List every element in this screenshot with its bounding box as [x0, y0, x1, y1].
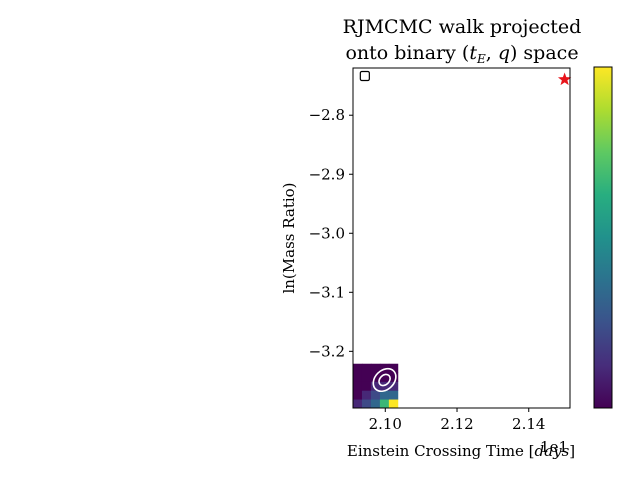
heatmap-cell [370, 399, 381, 408]
heatmap-cell [361, 381, 372, 391]
x-tick-label: 2.10 [369, 415, 402, 433]
heatmap-cell [388, 363, 399, 373]
y-tick-label: −2.8 [309, 106, 345, 124]
title-t: t [469, 42, 477, 64]
heatmap-cell [353, 372, 363, 382]
heatmap-cell [379, 399, 390, 408]
xlabel-suffix: ] [569, 442, 575, 460]
square-marker [359, 70, 370, 82]
heatmap-cell [353, 390, 363, 400]
y-axis-ticks: −2.8 −2.9 −3.0 −3.1 −3.2 [309, 106, 353, 360]
star-marker [557, 72, 572, 86]
heatmap-cell [379, 372, 390, 382]
heatmap-cell [388, 372, 399, 382]
y-tick-label: −3.0 [309, 224, 345, 242]
heatmap-cell [361, 390, 372, 400]
title-prefix: onto binary ( [345, 42, 469, 64]
x-tick-label: 2.12 [440, 415, 473, 433]
contour-ellipse-inner [378, 373, 391, 387]
chart-title-line2: onto binary (tE, q) space [345, 42, 578, 66]
chart-title-line1: RJMCMC walk projected [343, 16, 582, 38]
heatmap-cell [388, 381, 399, 391]
xlabel-prefix: Einstein Crossing Time [ [347, 442, 535, 460]
y-tick-label: −2.9 [309, 165, 345, 183]
title-subscript: E [476, 52, 486, 66]
x-tick-label: 2.14 [512, 415, 545, 433]
heatmap-cell [370, 381, 381, 391]
y-axis-label: ln(Mass Ratio) [280, 182, 298, 293]
heatmap-cell [361, 363, 372, 373]
y-tick-label: −3.2 [309, 342, 345, 360]
title-suffix: ) space [510, 42, 579, 64]
contour-ellipse-outer [372, 367, 397, 393]
x-offset-label: 1e1 [540, 438, 568, 456]
markers [359, 70, 572, 86]
heatmap-cell [388, 390, 399, 400]
heatmap-cell [370, 390, 381, 400]
heatmap-cell [379, 390, 390, 400]
x-axis-label: Einstein Crossing Time [days] [347, 442, 575, 460]
heatmap-cell [361, 372, 372, 382]
heatmap-cell [361, 399, 372, 408]
heatmap-cell [388, 399, 399, 408]
heatmap-cell [353, 363, 363, 373]
colorbar [593, 66, 613, 409]
heatmap-cell [353, 399, 363, 408]
title-mid: , [486, 42, 498, 64]
xlabel-unit: days [535, 442, 570, 460]
heatmap-cell [370, 363, 381, 373]
heatmap-cell [353, 381, 363, 391]
contour-lines [372, 367, 397, 393]
y-tick-label: −3.1 [309, 283, 345, 301]
x-axis-ticks: 2.10 2.12 2.14 [369, 408, 545, 433]
plot-frame [352, 67, 571, 409]
title-q: q [498, 42, 510, 64]
